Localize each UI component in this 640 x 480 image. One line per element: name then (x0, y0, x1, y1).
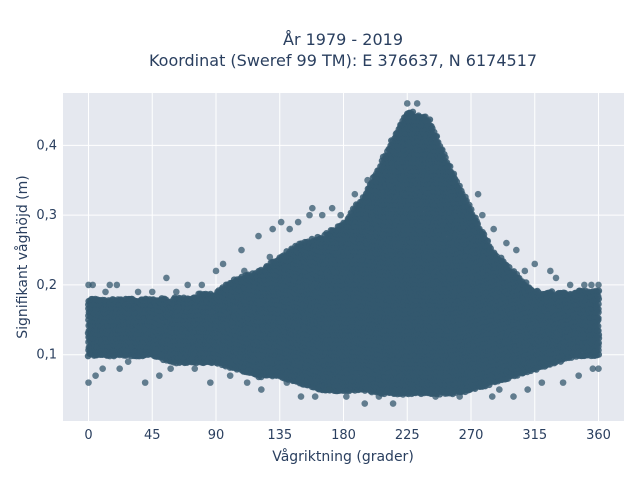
points-layer (84, 100, 603, 407)
chart-title-line1: År 1979 - 2019 (283, 30, 403, 49)
chart-title-line2: Koordinat (Sweref 99 TM): E 376637, N 61… (149, 51, 537, 70)
